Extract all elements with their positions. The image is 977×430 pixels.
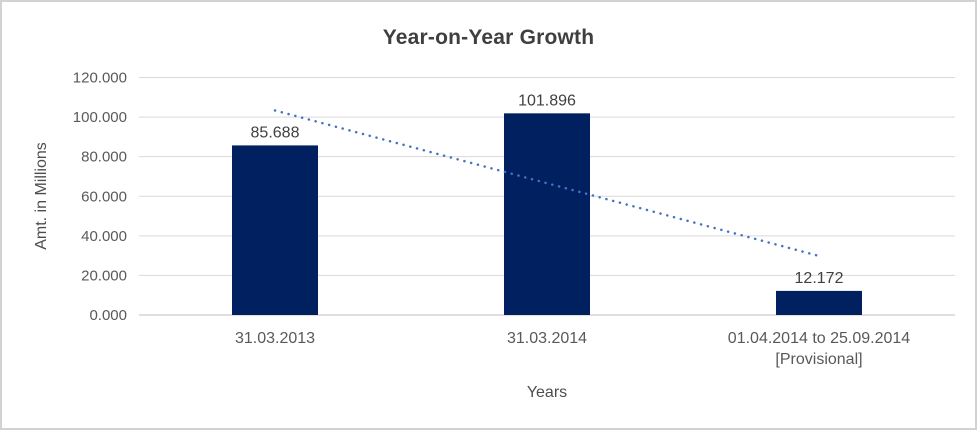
y-tick-label: 60.000 (81, 188, 127, 205)
y-tick-label: 100.000 (73, 109, 127, 126)
data-label: 12.172 (795, 270, 844, 287)
x-category-label: 01.04.2014 to 25.09.2014 (728, 330, 910, 347)
x-category-label: 31.03.2014 (507, 330, 587, 347)
x-category-sublabel: [Provisional] (775, 351, 862, 368)
y-tick-label: 80.000 (81, 149, 127, 166)
trendline (273, 109, 821, 258)
bar-01-04-2014-to-25-09-2014 (776, 290, 862, 315)
data-label: 101.896 (518, 92, 576, 109)
x-category-label: 31.03.2013 (235, 330, 315, 347)
bar-31-03-2014 (504, 113, 590, 315)
data-label: 85.688 (251, 124, 300, 141)
y-tick-label: 0.000 (89, 307, 127, 324)
y-tick-label: 120.000 (73, 70, 127, 87)
y-tick-label: 20.000 (81, 267, 127, 284)
x-axis-title: Years (526, 384, 568, 401)
y-tick-label: 40.000 (81, 228, 127, 245)
chart-title: Year-on-Year Growth (382, 26, 595, 49)
bar-31-03-2013 (232, 145, 318, 315)
